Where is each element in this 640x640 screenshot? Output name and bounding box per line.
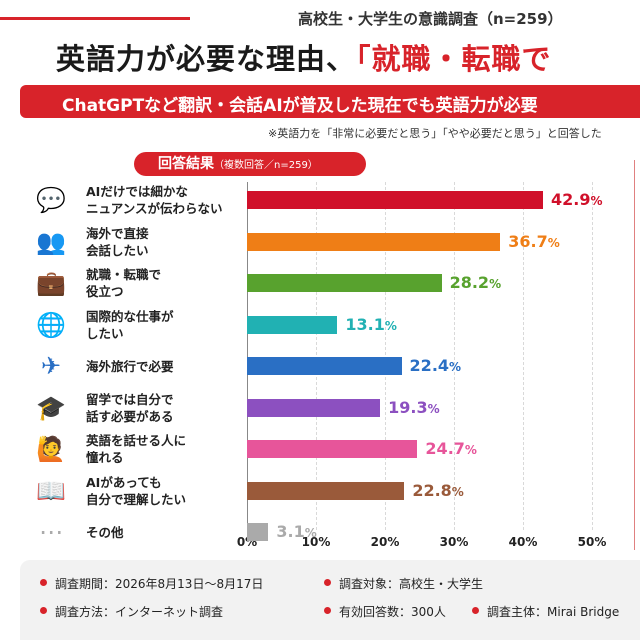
gridline xyxy=(454,182,455,530)
data-label-value: 13.1 xyxy=(345,314,385,334)
results-sublabel: （複数回答／n=259） xyxy=(214,160,318,171)
people-icon: 👥 xyxy=(36,227,66,256)
x-tick-label: 40% xyxy=(508,535,538,549)
bullet-dot xyxy=(324,579,331,586)
category-label: AIがあっても 自分で理解したい xyxy=(86,474,187,507)
bullet-dot xyxy=(40,579,47,586)
bar xyxy=(247,440,418,458)
category-label: 留学では自分で 話す必要がある xyxy=(86,391,174,424)
footer-org: 調査主体：Mirai Bridge xyxy=(487,605,620,619)
graduation-cap-icon: 🎓 xyxy=(36,393,66,422)
category-label: 海外で直接 会話したい xyxy=(86,225,149,258)
gridline xyxy=(592,182,593,530)
respondent-note: ※英語力を「非常に必要だと思う」「やや必要だと思う」と回答した xyxy=(268,127,602,140)
data-label: 22.8% xyxy=(412,481,464,500)
results-tag: 回答結果（複数回答／n=259） xyxy=(134,152,366,176)
footer-valid: 有効回答数：300人 xyxy=(339,605,446,619)
airplane-icon: ✈ xyxy=(40,352,62,380)
top-accent-rule xyxy=(0,17,190,20)
bar-chart: 0% 10% 20% 30% 40% 50% 💬 AIだけでは細かな ニュアンスが伝わらない 4… xyxy=(36,182,607,549)
book-icon: 📖 xyxy=(36,476,66,505)
data-label-unit: % xyxy=(384,318,397,333)
footer-target: 調査対象：高校生・大学生 xyxy=(339,577,484,591)
briefcase-icon: 💼 xyxy=(36,269,66,297)
bullet-dot xyxy=(472,607,479,614)
category-label: 就職・転職で 役立つ xyxy=(86,267,162,299)
gridline xyxy=(523,182,524,530)
footer-panel xyxy=(20,560,640,640)
data-label: 3.1% xyxy=(276,522,316,541)
data-label-value: 24.7 xyxy=(425,439,465,458)
data-label-value: 28.2 xyxy=(449,273,490,292)
data-label: 13.1% xyxy=(345,315,397,334)
data-label: 22.4% xyxy=(410,356,462,375)
globe-icon: 🌐 xyxy=(36,310,66,339)
footer-method: 調査方法：インターネット調査 xyxy=(55,605,224,619)
x-tick-label: 20% xyxy=(370,535,400,549)
data-label-value: 22.8 xyxy=(412,480,452,500)
bar xyxy=(247,232,501,251)
speech-bubble-icon: 💬 xyxy=(36,186,66,214)
bar xyxy=(247,315,338,334)
data-label: 28.2% xyxy=(450,273,502,292)
gridline xyxy=(316,182,317,530)
bullet-dot xyxy=(40,607,47,614)
data-label-unit: % xyxy=(464,443,477,457)
data-label-unit: % xyxy=(590,194,603,208)
more-icon: ⋯ xyxy=(39,518,63,546)
x-tick-label: 10% xyxy=(301,535,331,549)
x-tick-label: 30% xyxy=(439,535,469,549)
data-label-unit: % xyxy=(489,277,502,291)
bar xyxy=(247,481,405,500)
admire-person-icon: 🙋 xyxy=(36,435,66,463)
data-label: 42.9% xyxy=(551,190,603,209)
category-label: AIだけでは細かな ニュアンスが伝わらない xyxy=(86,184,223,216)
data-label-value: 19.3 xyxy=(388,397,428,417)
results-label: 回答結果 xyxy=(158,156,214,172)
x-tick-label: 50% xyxy=(577,535,607,549)
page-title: 英語力が必要な理由、「就職・転職で xyxy=(56,36,552,78)
data-label-unit: % xyxy=(547,235,560,250)
data-label-value: 36.7 xyxy=(508,231,548,251)
title-part-2-highlight: 「就職・転職で xyxy=(356,42,552,76)
data-label-unit: % xyxy=(304,526,317,540)
bullet-dot xyxy=(324,607,331,614)
data-label-value: 3.1 xyxy=(276,522,305,541)
right-divider xyxy=(634,160,635,550)
data-label-unit: % xyxy=(449,360,462,374)
gridline xyxy=(385,182,386,530)
footer-period: 調査期間：2026年8月13日〜8月17日 xyxy=(55,577,264,591)
category-label: その他 xyxy=(86,524,124,540)
bar xyxy=(247,191,543,209)
data-label-unit: % xyxy=(451,484,464,499)
category-label: 英語を話せる人に 憧れる xyxy=(86,433,187,465)
subtitle-banner xyxy=(20,85,640,118)
y-axis-line xyxy=(247,182,248,530)
data-label-value: 42.9 xyxy=(551,190,591,209)
bar xyxy=(247,274,442,292)
survey-title: 高校生・大学生の意識調査（n=259） xyxy=(298,10,563,28)
subtitle-banner-text: ChatGPTなど翻訳・会話AIが普及した現在でも英語力が必要 xyxy=(62,96,538,116)
category-label: 国際的な仕事が したい xyxy=(86,308,174,341)
data-label-unit: % xyxy=(427,401,440,416)
category-label: 海外旅行で必要 xyxy=(86,358,174,374)
data-label-value: 22.4 xyxy=(409,356,450,375)
data-label: 19.3% xyxy=(388,398,440,417)
title-part-1: 英語力が必要な理由、 xyxy=(56,42,357,76)
bar xyxy=(247,357,402,375)
data-label: 36.7% xyxy=(508,232,560,251)
bar xyxy=(247,523,269,541)
bar xyxy=(247,398,381,417)
data-label: 24.7% xyxy=(425,439,477,458)
